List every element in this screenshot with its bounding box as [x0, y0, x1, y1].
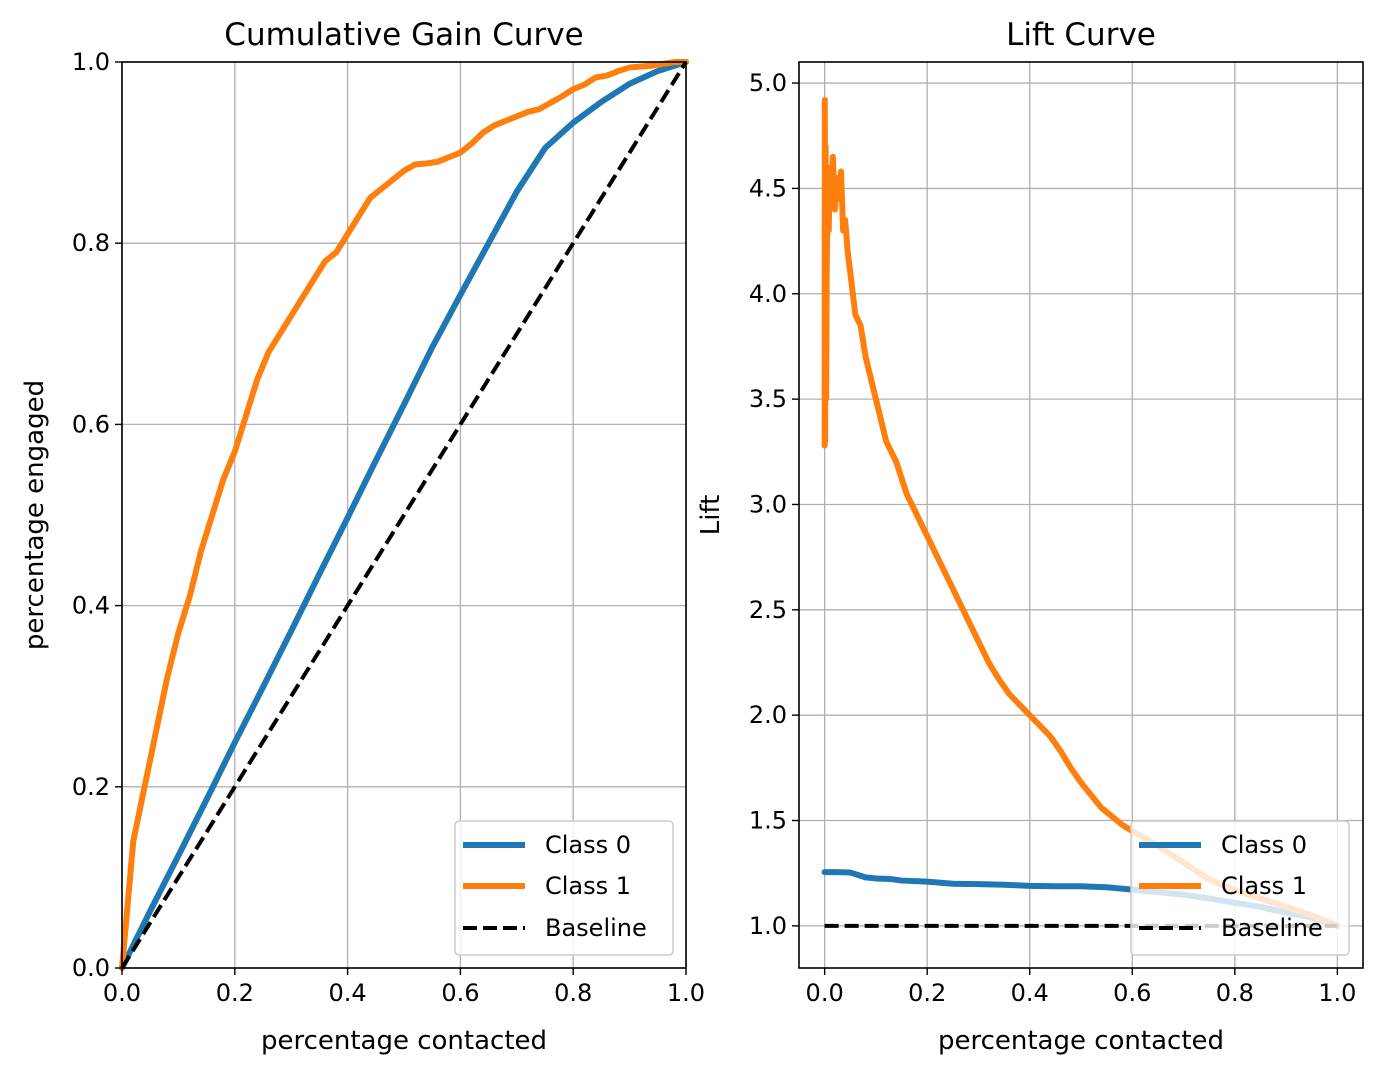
lift-axes-frame: [798, 61, 1364, 969]
gain-y-tick-label-2: 0.4: [72, 592, 110, 620]
gain-y-tick-label-4: 0.8: [72, 229, 110, 257]
gain-x-axis-label: percentage contacted: [261, 1026, 547, 1056]
lift-y-tick-label-6: 4.0: [749, 280, 787, 308]
lift-y-tick-label-3: 2.5: [749, 596, 787, 624]
gain-legend: Class 0 Class 1 Baseline: [454, 820, 674, 956]
gain-line-baseline: [120, 60, 688, 970]
gain-y-tick-label-1: 0.2: [72, 773, 110, 801]
lift-chart-title: Lift Curve: [1006, 17, 1156, 53]
lift-legend-baseline-label: Baseline: [1221, 914, 1323, 942]
lift-y-tick-label-5: 3.5: [749, 385, 787, 413]
lift-x-tick-label-5: 1.0: [1318, 979, 1356, 1007]
gain-x-tick-label-5: 1.0: [667, 979, 705, 1007]
gain-x-tick-label-3: 0.6: [441, 979, 479, 1007]
lift-legend: Class 0 Class 1 Baseline: [1130, 820, 1350, 956]
lift-chart: 0.0 0.2 0.4 0.6 0.8 1.0 1.0 1.5 2.0 2.5 3.0 3.5 4.0 4…: [696, 17, 1364, 1056]
gain-axes-frame: [121, 61, 687, 969]
lift-y-tick-label-8: 5.0: [749, 69, 787, 97]
gain-y-tick-label-5: 1.0: [72, 48, 110, 76]
lift-x-tick-label-0: 0.0: [806, 979, 844, 1007]
lift-y-tick-label-7: 4.5: [749, 174, 787, 202]
lift-y-tick-label-2: 2.0: [749, 701, 787, 729]
gain-ticks: 0.0 0.2 0.4 0.6 0.8 1.0 0.0 0.2 0.4 0.6 0.8 1.0: [72, 48, 705, 1007]
gain-legend-class1-label: Class 1: [545, 872, 631, 900]
lift-plot-area: [799, 62, 1363, 968]
gain-y-axis-label: percentage engaged: [20, 380, 50, 650]
cumulative-gain-chart: 0.0 0.2 0.4 0.6 0.8 1.0 0.0 0.2 0.4 0.6 0.8 1.0 Cum…: [20, 17, 705, 1056]
lift-y-axis-label: Lift: [696, 495, 726, 536]
gain-legend-class0-label: Class 0: [545, 831, 631, 859]
lift-y-tick-label-4: 3.0: [749, 490, 787, 518]
gain-chart-title: Cumulative Gain Curve: [224, 17, 583, 53]
lift-legend-class1-label: Class 1: [1221, 872, 1307, 900]
gain-legend-baseline-label: Baseline: [545, 914, 647, 942]
lift-x-tick-label-2: 0.4: [1011, 979, 1049, 1007]
gain-line-class-1: [119, 59, 689, 971]
lift-y-tick-label-0: 1.0: [749, 912, 787, 940]
gain-x-tick-label-2: 0.4: [329, 979, 367, 1007]
lift-y-tick-label-1: 1.5: [749, 807, 787, 835]
gain-line-class-0: [119, 59, 689, 971]
gain-series: [119, 59, 689, 971]
lift-x-tick-label-3: 0.6: [1113, 979, 1151, 1007]
gain-legend-box: [454, 820, 674, 956]
gain-y-tick-label-3: 0.6: [72, 410, 110, 438]
gain-x-tick-label-0: 0.0: [103, 979, 141, 1007]
lift-legend-class0-label: Class 0: [1221, 831, 1307, 859]
gain-y-tick-label-0: 0.0: [72, 954, 110, 982]
lift-line-class-1: [821, 96, 1341, 929]
lift-x-tick-label-1: 0.2: [908, 979, 946, 1007]
gain-x-tick-label-1: 0.2: [216, 979, 254, 1007]
lift-x-tick-label-4: 0.8: [1216, 979, 1254, 1007]
gain-x-tick-label-4: 0.8: [554, 979, 592, 1007]
lift-ticks: 0.0 0.2 0.4 0.6 0.8 1.0 1.0 1.5 2.0 2.5 3.0 3.5 4.0 4…: [749, 69, 1357, 1007]
lift-legend-box: [1130, 820, 1350, 956]
lift-x-axis-label: percentage contacted: [938, 1026, 1224, 1056]
